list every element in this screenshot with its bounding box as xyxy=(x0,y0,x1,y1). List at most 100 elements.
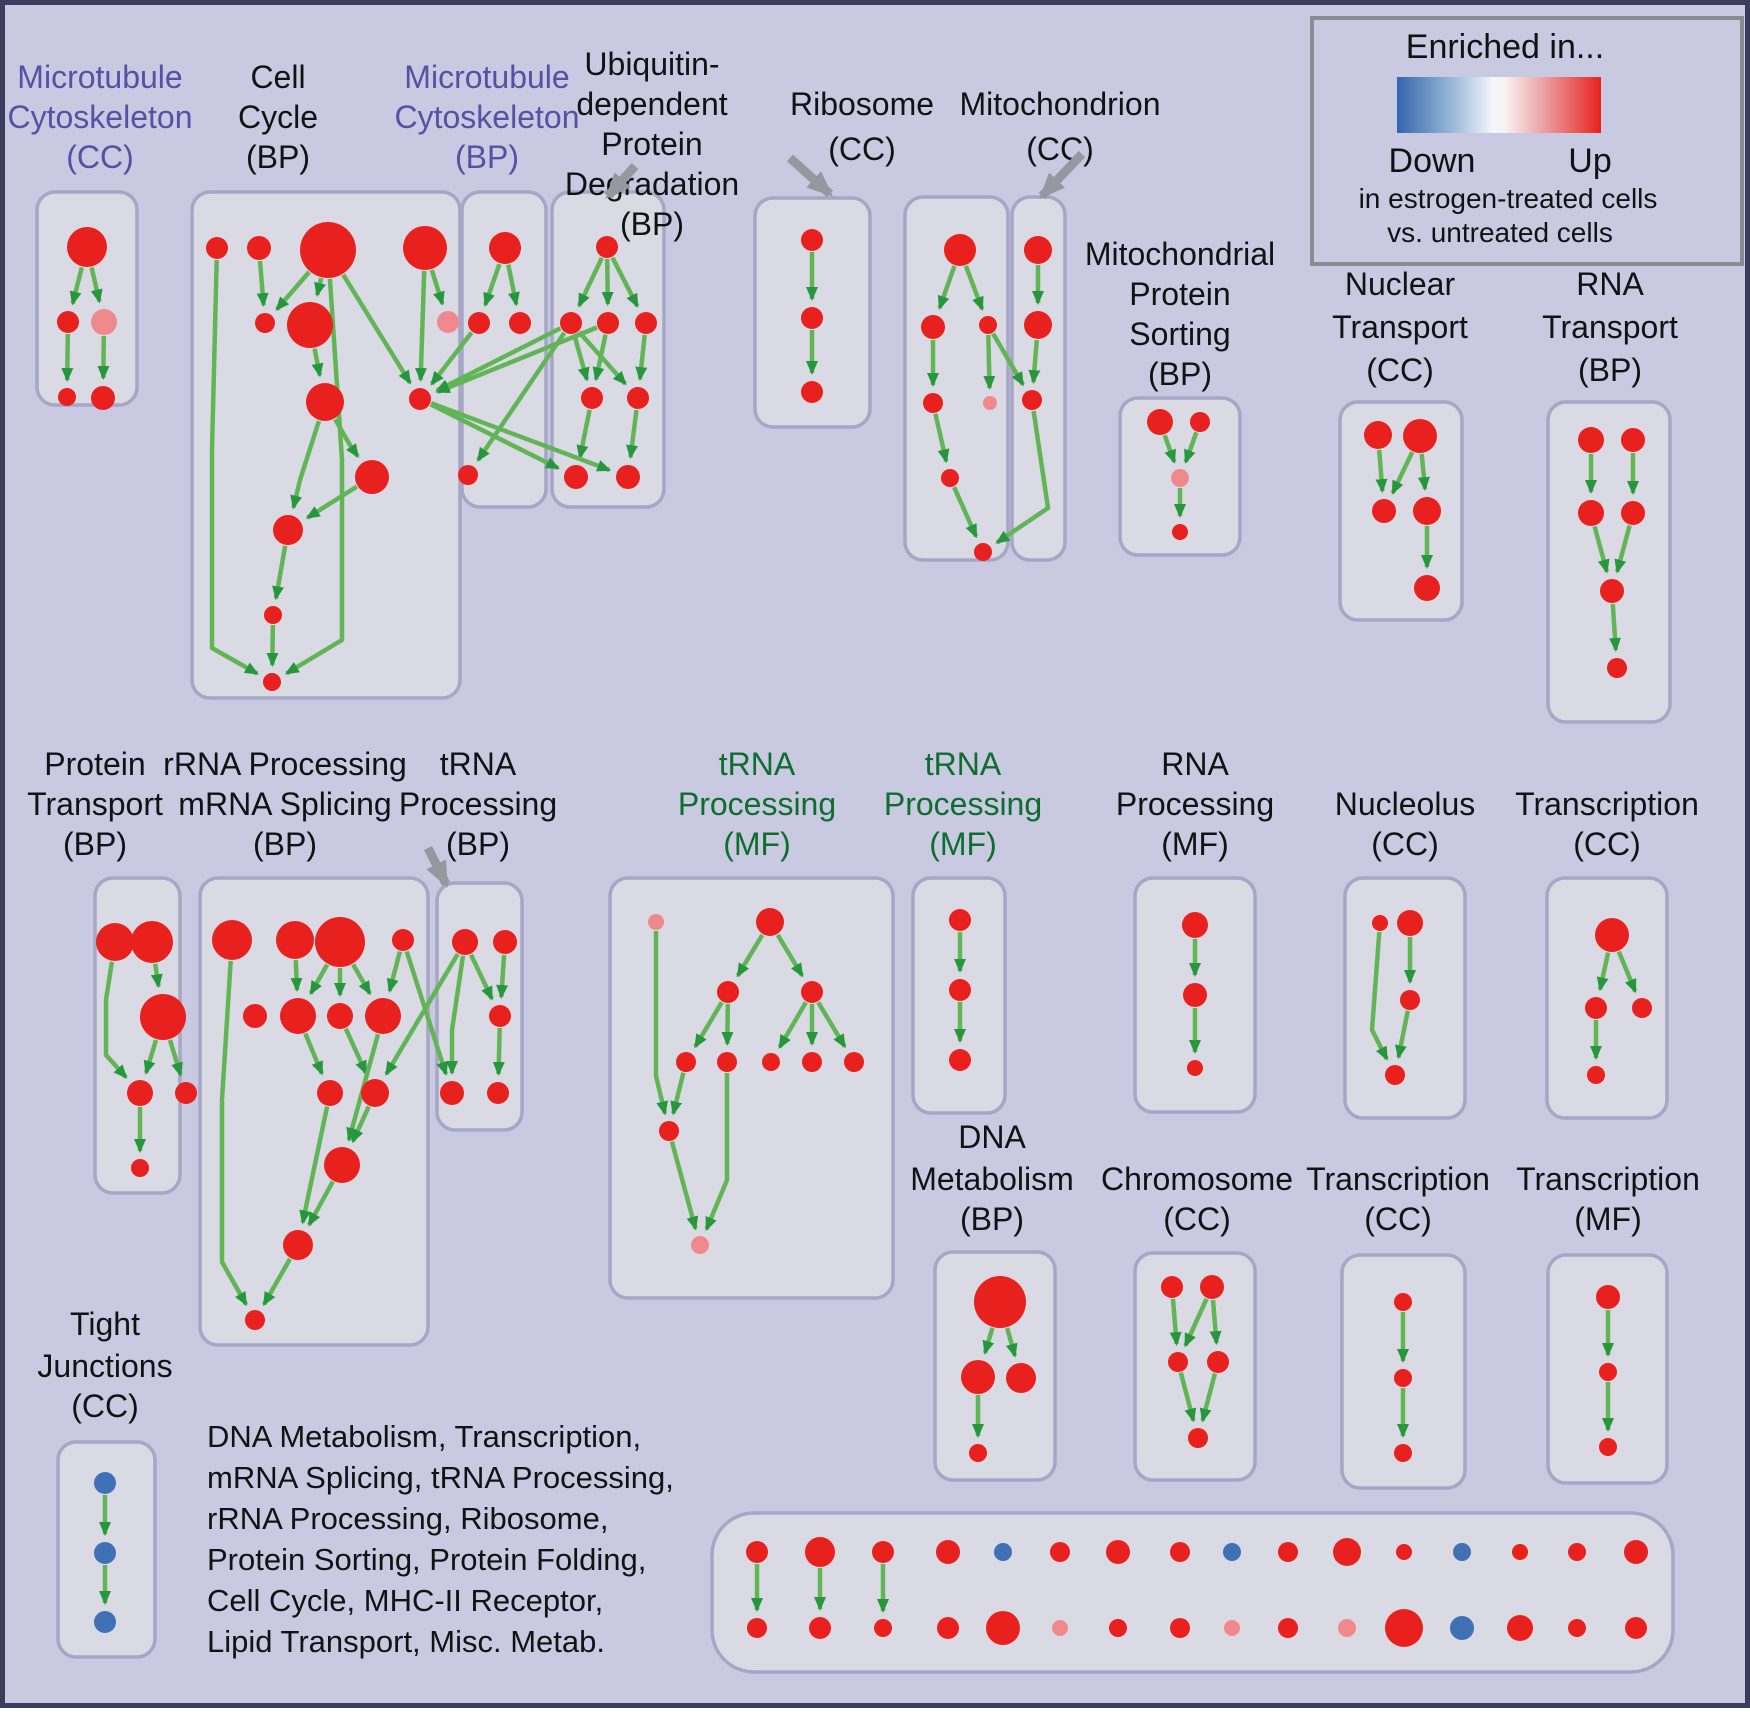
go-term-node xyxy=(717,981,739,1003)
go-term-node xyxy=(944,234,976,266)
go-term-node xyxy=(1161,1276,1183,1298)
go-term-node xyxy=(1599,1438,1617,1456)
cluster-rna-processing-mf: RNA Processing (MF) xyxy=(1116,746,1274,1114)
go-term-node xyxy=(969,1444,987,1462)
cross-cluster-arrow xyxy=(991,332,1025,387)
annotation-arrows xyxy=(423,150,1086,888)
relation-arrow xyxy=(311,348,324,378)
cluster-box xyxy=(903,195,1010,562)
relation-arrow xyxy=(1199,1373,1218,1423)
cluster-label: DNA Metabolism (BP) xyxy=(910,1119,1074,1237)
relation-arrow xyxy=(669,1141,699,1231)
go-term-node xyxy=(1109,1619,1127,1637)
cluster-microtubule-cytoskeleton-cc: Microtubule Cytoskeleton (CC) xyxy=(8,59,192,410)
go-term-node xyxy=(245,1310,265,1330)
go-term-node xyxy=(276,921,314,959)
go-term-node xyxy=(949,979,971,1001)
go-term-node xyxy=(1278,1542,1298,1562)
go-term-node xyxy=(96,923,134,961)
go-term-node xyxy=(306,383,344,421)
trna-bp-arrow xyxy=(423,845,451,888)
go-term-node xyxy=(1147,409,1173,435)
legend-down-label: Down xyxy=(1389,142,1476,180)
go-term-node xyxy=(844,1052,864,1072)
cluster-protein-transport-bp: Protein Transport (BP) xyxy=(27,746,197,1195)
legend-up-label: Up xyxy=(1568,142,1611,180)
cluster-label: Nuclear Transport (CC) xyxy=(1332,266,1468,388)
go-term-node xyxy=(986,1611,1020,1645)
relation-arrow xyxy=(386,951,403,993)
go-term-node xyxy=(994,1543,1012,1561)
go-term-node xyxy=(1587,1066,1605,1084)
cluster-label: Transcription (MF) xyxy=(1516,1161,1700,1237)
relation-arrow xyxy=(1369,931,1389,1061)
uncategorized-terms-line: DNA Metabolism, Transcription, xyxy=(207,1419,641,1454)
relation-arrow xyxy=(262,1257,292,1307)
relation-arrow xyxy=(468,953,494,1001)
relation-arrow xyxy=(735,933,765,978)
go-term-node xyxy=(489,1005,511,1027)
relation-arrow xyxy=(97,335,110,380)
relation-arrow xyxy=(626,409,639,460)
go-term-node xyxy=(1599,1363,1617,1381)
cluster-nucleolus-cc: Nucleolus (CC) xyxy=(1335,786,1475,1120)
go-term-node xyxy=(1578,427,1604,453)
cluster-transcription-cc-middle: Transcription (CC) xyxy=(1515,786,1699,1120)
relation-arrow xyxy=(1592,525,1610,574)
go-term-node xyxy=(487,1082,509,1104)
cluster-ribosome-cc: Ribosome (CC) xyxy=(790,86,1010,562)
relation-arrow xyxy=(1183,1297,1209,1348)
go-term-node xyxy=(212,920,252,960)
relation-arrow xyxy=(1390,451,1415,495)
go-term-node xyxy=(941,469,959,487)
go-term-node xyxy=(489,232,521,264)
go-term-node xyxy=(127,1080,153,1106)
relation-arrow xyxy=(1596,952,1611,992)
uncategorized-terms-line: Cell Cycle, MHC-II Receptor, xyxy=(207,1583,603,1618)
go-term-node xyxy=(361,1079,389,1107)
go-term-node xyxy=(983,396,997,410)
go-term-node xyxy=(315,917,365,967)
go-term-node xyxy=(94,1472,116,1494)
cluster-tight-junctions-cc: Tight Junctions (CC) xyxy=(37,1306,173,1659)
relation-arrow xyxy=(290,959,303,992)
relation-arrow xyxy=(290,420,322,510)
go-term-node xyxy=(1625,1617,1647,1639)
cluster-mitochondrial-protein-sorting-bp: Mitochondrial Protein Sorting (BP) xyxy=(1085,236,1275,557)
go-term-node xyxy=(263,673,281,691)
relation-arrow xyxy=(693,1001,724,1049)
legend-title: Enriched in... xyxy=(1406,28,1604,66)
go-term-node xyxy=(746,1541,768,1563)
uncategorized-terms-line: Lipid Transport, Misc. Metab. xyxy=(207,1624,605,1659)
go-term-node xyxy=(1385,1609,1423,1647)
cluster-rrna-processing-mrna-splicing-bp: rRNA Processing mRNA Splicing (BP) xyxy=(163,746,430,1347)
relation-arrow xyxy=(143,1039,159,1075)
cross-cluster-arrow xyxy=(384,952,460,1076)
mixed-terms-box xyxy=(710,1511,1675,1674)
cross-cluster-arrow xyxy=(435,326,562,393)
relation-arrow xyxy=(314,277,326,297)
relation-arrow xyxy=(1375,449,1388,494)
relation-arrow xyxy=(333,418,360,459)
go-term-node xyxy=(1413,497,1441,525)
go-term-node xyxy=(1364,421,1392,449)
go-term-node xyxy=(1168,1352,1188,1372)
relation-arrow xyxy=(653,931,668,1116)
cluster-label: Transcription (CC) xyxy=(1515,786,1699,862)
go-term-node xyxy=(801,307,823,329)
cluster-box xyxy=(35,190,139,407)
go-term-node xyxy=(1385,1065,1405,1085)
go-term-node xyxy=(131,1159,149,1177)
relation-arrow xyxy=(937,265,957,310)
legend-subtitle-line1: in estrogen-treated cells xyxy=(1359,183,1658,214)
cluster-label: Ribosome (CC) xyxy=(790,86,934,167)
relation-arrow xyxy=(1394,1010,1411,1060)
cluster-nuclear-transport-cc: Nuclear Transport (CC) xyxy=(1332,266,1468,622)
go-term-node xyxy=(1397,910,1423,936)
relation-arrow xyxy=(1005,1327,1018,1358)
relation-arrow xyxy=(219,960,249,1307)
go-term-node xyxy=(247,236,271,260)
go-term-node xyxy=(1507,1615,1533,1641)
